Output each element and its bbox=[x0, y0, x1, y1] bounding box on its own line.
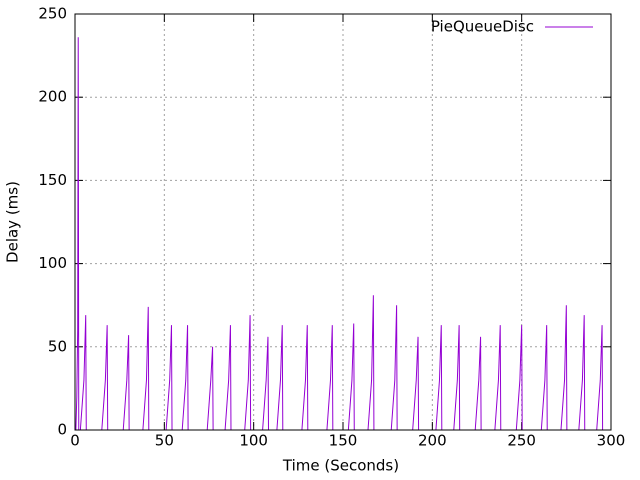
y-tick-label: 100 bbox=[38, 254, 67, 272]
y-tick-label: 250 bbox=[38, 5, 67, 23]
x-tick-label: 0 bbox=[70, 432, 80, 450]
x-tick-label: 50 bbox=[155, 432, 174, 450]
x-tick-label: 150 bbox=[329, 432, 358, 450]
x-tick-label: 250 bbox=[507, 432, 536, 450]
plot-border bbox=[74, 13, 612, 431]
x-axis-label: Time (Seconds) bbox=[282, 457, 399, 475]
y-tick-label: 50 bbox=[48, 337, 67, 355]
data-line bbox=[75, 37, 604, 431]
x-tick-label: 200 bbox=[418, 432, 447, 450]
x-tick-label: 100 bbox=[239, 432, 268, 450]
y-axis-label: Delay (ms) bbox=[4, 181, 22, 263]
legend-label: PieQueueDisc bbox=[431, 18, 534, 36]
y-tick-label: 200 bbox=[38, 88, 67, 106]
y-tick-label: 150 bbox=[38, 171, 67, 189]
y-tick-label: 0 bbox=[57, 421, 67, 439]
x-tick-label: 300 bbox=[597, 432, 626, 450]
